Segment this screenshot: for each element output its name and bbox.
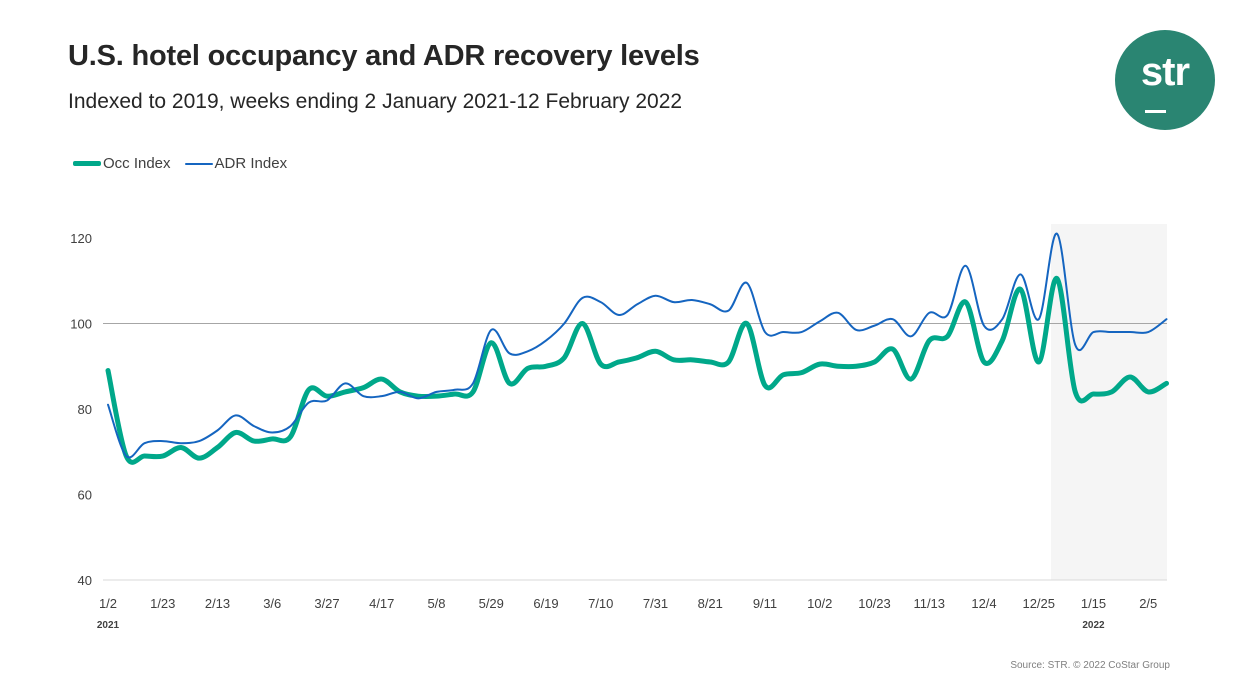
y-tick-label: 100	[70, 317, 92, 332]
x-tick-label: 4/17	[369, 596, 394, 611]
legend-swatch-occ	[73, 161, 101, 166]
x-tick-label: 7/10	[588, 596, 613, 611]
x-tick-label: 1/15	[1081, 596, 1106, 611]
x-tick-label: 2/13	[205, 596, 230, 611]
x-tick-label: 12/25	[1022, 596, 1055, 611]
x-year-label: 2021	[97, 620, 120, 631]
y-tick-label: 80	[78, 402, 92, 417]
x-tick-label: 1/2	[99, 596, 117, 611]
x-tick-label: 3/6	[263, 596, 281, 611]
highlight-2022	[1051, 224, 1167, 580]
x-tick-label: 6/19	[533, 596, 558, 611]
legend-item-occ: Occ Index	[73, 155, 171, 172]
x-tick-label: 2/5	[1139, 596, 1157, 611]
x-tick-label: 5/8	[427, 596, 445, 611]
x-year-label: 2022	[1082, 620, 1105, 631]
y-tick-label: 60	[78, 488, 92, 503]
series-line-adr	[107, 232, 1168, 459]
series-line-occ	[105, 276, 1169, 465]
legend-swatch-adr	[184, 162, 213, 165]
x-tick-label: 10/23	[858, 596, 891, 611]
chart-title: U.S. hotel occupancy and ADR recovery le…	[68, 40, 700, 72]
logo-text: str	[1140, 50, 1190, 94]
legend-item-adr: ADR Index	[184, 155, 288, 172]
x-tick-label: 12/4	[971, 596, 996, 611]
legend-label-occ: Occ Index	[103, 155, 171, 172]
x-tick-label: 3/27	[314, 596, 339, 611]
y-tick-label: 40	[78, 573, 92, 588]
chart-subtitle: Indexed to 2019, weeks ending 2 January …	[68, 90, 683, 113]
x-tick-label: 8/21	[698, 596, 723, 611]
x-tick-label: 9/11	[753, 596, 777, 611]
source-note: Source: STR. © 2022 CoStar Group	[1010, 660, 1170, 671]
x-tick-label: 7/31	[643, 596, 668, 611]
legend: Occ Index ADR Index	[73, 155, 301, 172]
x-tick-label: 5/29	[479, 596, 504, 611]
str-logo: str	[1115, 30, 1215, 130]
legend-label-adr: ADR Index	[214, 155, 288, 172]
x-tick-label: 11/13	[913, 596, 945, 611]
x-tick-label: 10/2	[807, 596, 832, 611]
x-tick-label: 1/23	[150, 596, 175, 611]
y-tick-label: 120	[70, 231, 92, 246]
